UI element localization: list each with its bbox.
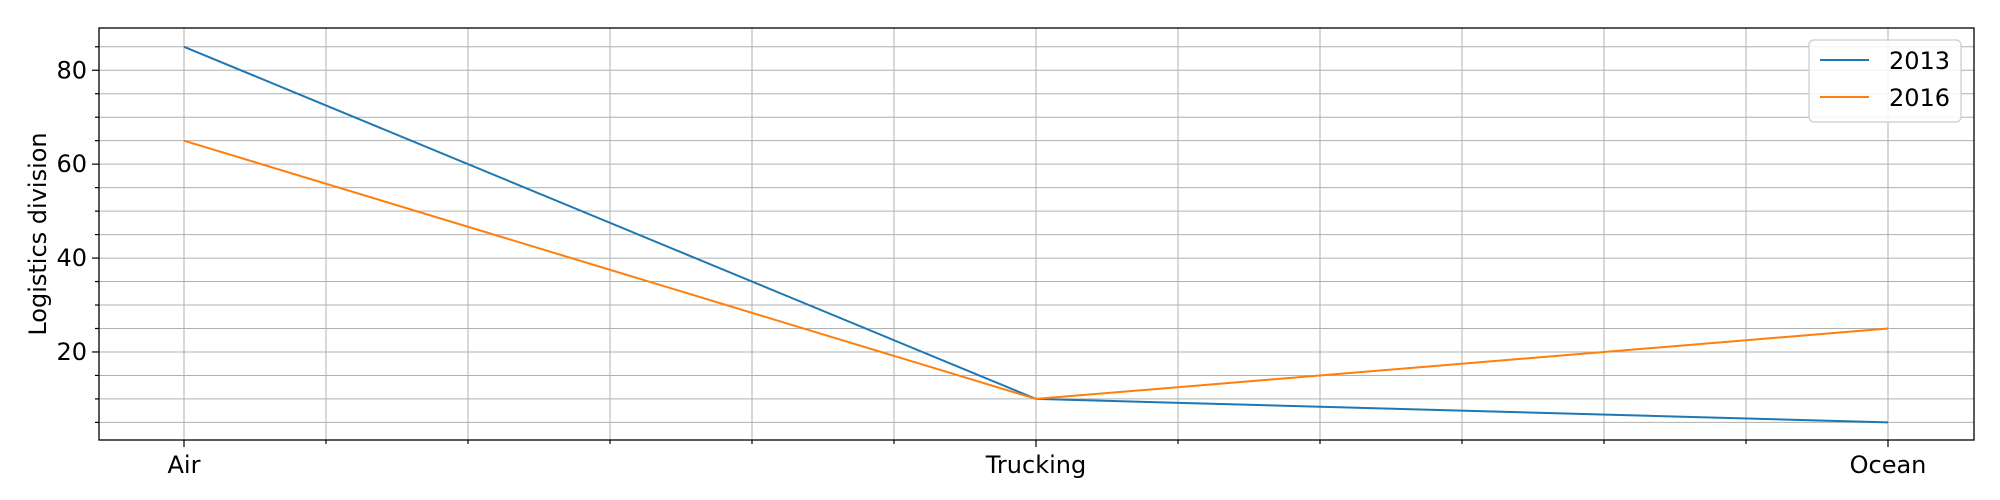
- x-tick-label: Air: [168, 451, 201, 479]
- series-lines: [183, 45, 1889, 424]
- legend-label-2016: 2016: [1889, 84, 1950, 112]
- legend: 2013 2016: [1808, 39, 1962, 123]
- y-tick-label: 80: [56, 56, 87, 84]
- y-tick-label: 40: [56, 244, 87, 272]
- y-axis-tick-labels: 20 40 60 80: [56, 56, 87, 366]
- x-tick-label: Ocean: [1850, 451, 1927, 479]
- axis-ticks: [92, 46, 1889, 447]
- y-tick-label: 60: [56, 150, 87, 178]
- y-axis-label: Logistics division: [24, 132, 52, 335]
- x-axis-tick-labels: Air Trucking Ocean: [168, 451, 1927, 479]
- x-tick-label: Trucking: [985, 451, 1086, 479]
- legend-label-2013: 2013: [1889, 47, 1950, 75]
- grid-lines: [99, 28, 1974, 440]
- y-tick-label: 20: [56, 338, 87, 366]
